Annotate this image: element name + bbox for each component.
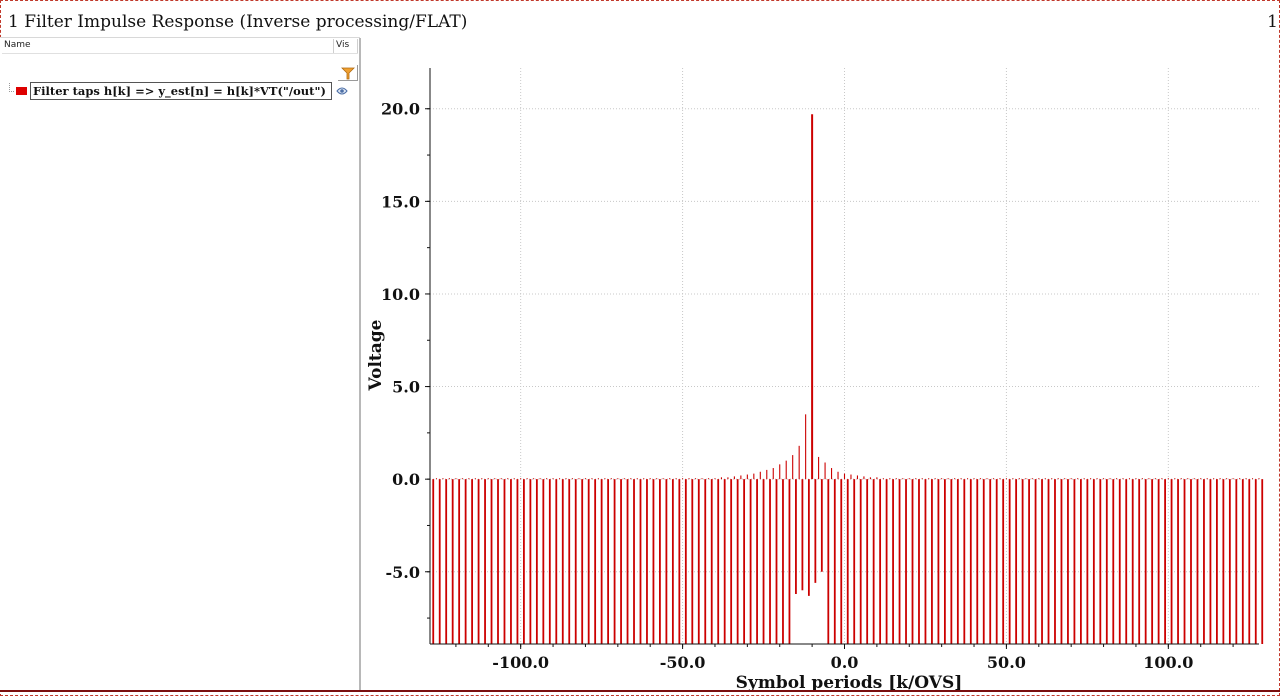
page-number: 1 xyxy=(1267,12,1278,32)
title-divider xyxy=(0,37,360,38)
impulse-response-chart[interactable]: -100.0 -50.0 0.0 50.0 100.0 -5.0 0.0 5.0 10.0 15.… xyxy=(362,38,1280,694)
column-header-vis[interactable]: Vis xyxy=(336,40,350,50)
x-tick-label: 0.0 xyxy=(831,653,859,672)
legend-item-label[interactable]: Filter taps h[k] => y_est[n] = h[k]*VT("… xyxy=(30,82,332,100)
column-separator[interactable] xyxy=(357,39,358,53)
chart-ticks: -100.0 -50.0 0.0 50.0 100.0 -5.0 0.0 5.0 10.0 15.… xyxy=(381,100,1234,672)
chart-stems xyxy=(432,114,1264,644)
x-axis-label: Symbol periods [k/OVS] xyxy=(736,673,963,693)
column-separator[interactable] xyxy=(333,39,334,53)
x-tick-label: -100.0 xyxy=(492,653,549,672)
y-tick-label: 5.0 xyxy=(392,378,420,397)
legend-panel xyxy=(0,38,359,694)
panel-splitter[interactable] xyxy=(359,38,361,690)
x-tick-label: 50.0 xyxy=(987,653,1026,672)
filter-funnel-icon xyxy=(341,67,355,80)
bottom-border xyxy=(0,690,1280,692)
tree-connector xyxy=(9,83,14,92)
x-tick-label: 100.0 xyxy=(1143,653,1193,672)
legend-column-header: Name Vis xyxy=(2,39,358,54)
x-tick-label: -50.0 xyxy=(660,653,706,672)
chart-grid xyxy=(430,68,1259,644)
y-tick-label: 0.0 xyxy=(392,470,420,489)
y-tick-label: -5.0 xyxy=(386,563,420,582)
y-tick-label: 10.0 xyxy=(381,285,420,304)
y-tick-label: 20.0 xyxy=(381,100,420,119)
filter-button[interactable] xyxy=(338,65,358,81)
series-color-swatch[interactable] xyxy=(16,87,27,95)
y-axis-label: Voltage xyxy=(366,319,386,391)
y-tick-label: 15.0 xyxy=(381,192,420,211)
column-header-name[interactable]: Name xyxy=(4,40,31,50)
page-title: 1 Filter Impulse Response (Inverse proce… xyxy=(8,12,468,32)
eye-icon[interactable] xyxy=(336,86,348,96)
